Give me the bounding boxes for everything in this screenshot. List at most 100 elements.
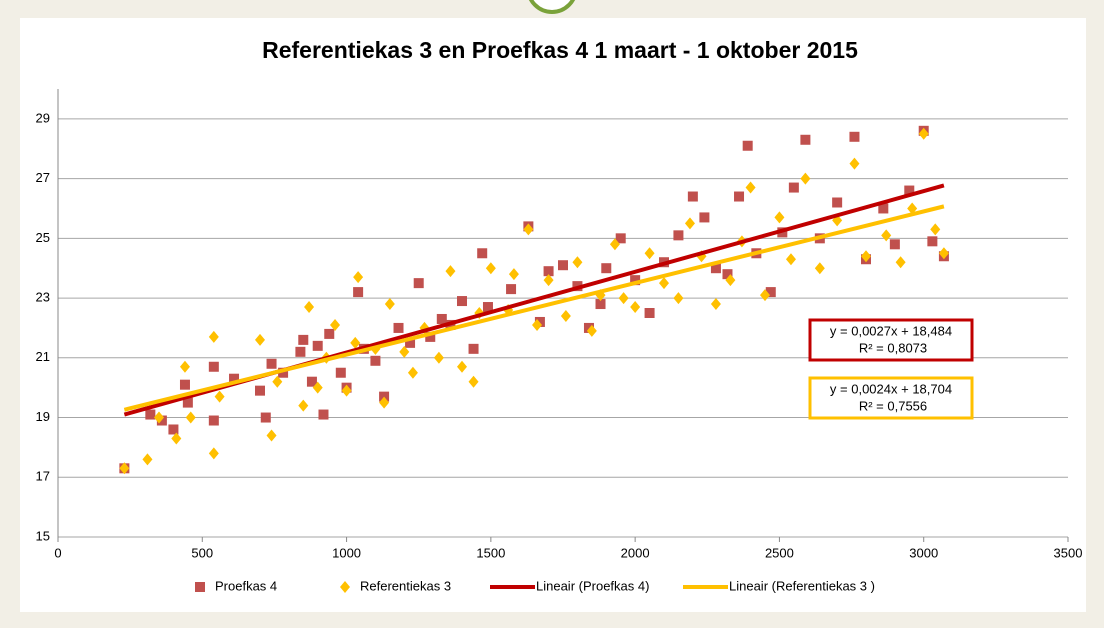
point <box>523 223 534 236</box>
point <box>938 247 949 260</box>
point <box>436 313 447 324</box>
x-tick-label: 2000 <box>621 545 650 560</box>
point <box>644 247 655 260</box>
point <box>615 233 626 244</box>
point <box>405 337 416 348</box>
x-tick-label: 1500 <box>476 545 505 560</box>
point <box>407 366 418 379</box>
point <box>208 415 219 426</box>
point <box>595 299 606 310</box>
point <box>399 345 410 358</box>
point <box>506 284 517 295</box>
point <box>760 289 770 302</box>
point <box>370 355 381 366</box>
point <box>312 340 323 351</box>
x-tick-label: 1000 <box>332 545 361 560</box>
point <box>304 301 315 314</box>
point <box>413 278 424 289</box>
point <box>543 266 554 277</box>
y-tick-label: 23 <box>36 290 50 305</box>
point <box>687 191 698 202</box>
point <box>168 424 179 435</box>
point <box>255 385 265 396</box>
point <box>445 265 456 278</box>
point <box>179 360 190 373</box>
point <box>171 432 182 445</box>
point <box>341 384 352 397</box>
point <box>266 429 277 442</box>
y-tick-label: 21 <box>36 349 50 364</box>
point <box>907 202 918 215</box>
point <box>849 157 860 170</box>
point <box>630 301 641 314</box>
x-tick-label: 2500 <box>765 545 794 560</box>
legend-label: Referentiekas 3 <box>360 578 451 593</box>
point <box>379 396 390 409</box>
point <box>457 360 467 373</box>
x-tick-label: 500 <box>191 545 213 560</box>
annotation-text: y = 0,0024x + 18,704 <box>830 381 952 396</box>
point <box>182 397 193 408</box>
point <box>324 328 335 339</box>
panel <box>20 18 1086 612</box>
point <box>684 217 695 230</box>
point <box>208 330 219 343</box>
point <box>889 239 900 250</box>
point <box>485 262 496 275</box>
point <box>722 269 733 280</box>
point <box>298 334 309 345</box>
point <box>673 230 684 241</box>
point <box>145 409 156 420</box>
point <box>543 274 554 287</box>
point <box>904 185 915 196</box>
point <box>930 223 941 236</box>
x-tick-label: 3500 <box>1054 545 1083 560</box>
point <box>119 462 130 475</box>
legend-label: Lineair (Referentiekas 3 ) <box>729 578 875 593</box>
y-tick-label: 27 <box>36 170 50 185</box>
point <box>335 367 346 378</box>
legend-label: Lineair (Proefkas 4) <box>536 578 649 593</box>
point <box>742 140 753 151</box>
point <box>468 343 479 354</box>
point <box>534 316 545 327</box>
point <box>255 333 265 346</box>
y-tick-label: 17 <box>36 469 50 484</box>
point <box>306 376 317 387</box>
point <box>785 253 796 266</box>
point <box>774 211 785 224</box>
annotation-text: R² = 0,7556 <box>859 398 927 413</box>
point <box>330 318 341 331</box>
point <box>659 277 669 290</box>
point <box>710 263 721 274</box>
point <box>558 260 568 271</box>
point <box>350 336 361 349</box>
point <box>477 248 488 259</box>
point <box>586 324 597 337</box>
point <box>425 331 436 342</box>
point <box>673 292 684 305</box>
point <box>583 322 594 333</box>
point <box>927 236 938 247</box>
point <box>560 309 571 322</box>
point <box>468 375 479 388</box>
y-tick-label: 19 <box>36 409 50 424</box>
point <box>861 250 871 263</box>
point <box>179 379 190 390</box>
point <box>508 268 519 281</box>
y-tick-label: 29 <box>36 110 50 125</box>
point <box>572 256 583 269</box>
point <box>814 262 825 275</box>
point <box>272 375 283 388</box>
point <box>185 411 196 424</box>
trendline <box>123 204 945 412</box>
annotation-text: y = 0,0027x + 18,484 <box>830 323 952 338</box>
point <box>881 229 892 242</box>
point <box>318 409 329 420</box>
point <box>765 287 776 298</box>
legend-label: Proefkas 4 <box>215 578 277 593</box>
annotation-text: R² = 0,8073 <box>859 340 927 355</box>
point <box>393 322 404 333</box>
point <box>266 358 277 369</box>
